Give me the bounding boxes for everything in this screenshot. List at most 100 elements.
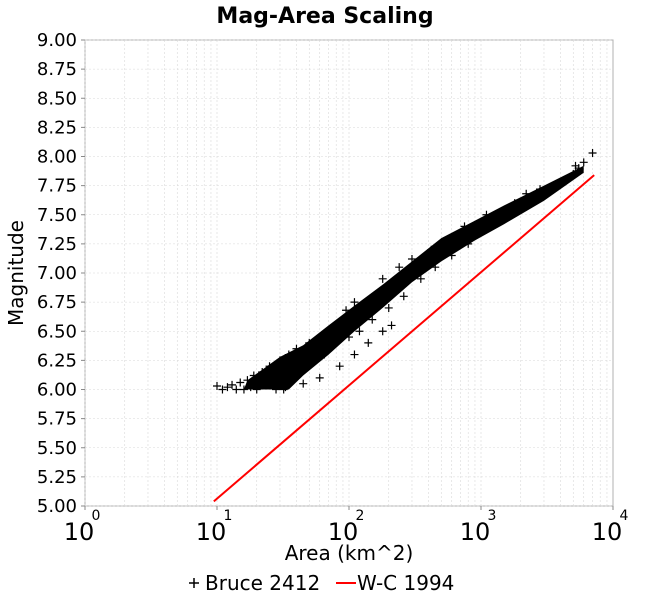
scatter-point — [427, 245, 436, 254]
scatter-point — [289, 368, 298, 377]
scatter-point — [416, 274, 425, 283]
scatter-point — [536, 185, 545, 194]
scatter-point — [548, 181, 557, 190]
y-tick-label: 8.00 — [37, 147, 77, 168]
scatter-point — [477, 228, 485, 237]
scatter-point — [563, 175, 572, 184]
scatter-point — [503, 204, 512, 213]
scatter-point — [571, 161, 580, 170]
scatter-point — [456, 234, 465, 243]
y-axis-label: Magnitude — [4, 220, 28, 326]
scatter-point — [350, 350, 359, 359]
scatter-point — [447, 251, 456, 260]
scatter-point — [223, 383, 232, 392]
scatter-point — [569, 169, 578, 178]
y-tick-label: 8.25 — [37, 117, 77, 138]
scatter-series — [213, 149, 597, 394]
y-tick-label: 6.25 — [37, 350, 77, 371]
scatter-point — [360, 303, 369, 312]
scatter-point — [378, 274, 387, 283]
x-tick-label-base: 10 — [196, 518, 227, 546]
scatter-point — [384, 303, 393, 312]
y-tick-label: 5.75 — [37, 409, 77, 430]
scatter-point — [387, 321, 396, 330]
y-tick-label: 6.00 — [37, 380, 77, 401]
scatter-point — [424, 257, 433, 266]
scatter-point — [510, 199, 519, 208]
legend: Bruce 2412 W-C 1994 — [189, 571, 454, 595]
scatter-point — [281, 383, 290, 392]
x-tick-label-base: 10 — [592, 518, 623, 546]
y-axis-ticks: 5.00 5.25 5.50 5.75 6.00 6.25 6.50 6.75 7.00 7.25… — [37, 30, 85, 517]
y-tick-label: 9.00 — [37, 30, 77, 51]
legend-item-wc: W-C 1994 — [336, 571, 454, 595]
scatter-point — [315, 333, 324, 342]
grid — [84, 39, 613, 507]
scatter-point — [284, 350, 293, 359]
legend-marker-plus-icon — [189, 578, 199, 588]
scatter-point — [263, 379, 272, 388]
scatter-point — [338, 321, 347, 330]
y-tick-label: 7.00 — [37, 263, 77, 284]
scatter-point — [355, 327, 364, 336]
scatter-point — [496, 210, 505, 219]
scatter-point — [213, 382, 221, 391]
scatter-point — [272, 385, 281, 394]
x-axis-label: Area (km^2) — [285, 541, 414, 565]
scatter-point — [310, 356, 319, 365]
scatter-point — [275, 356, 284, 365]
x-tick-label-exponent: 1 — [224, 508, 233, 524]
scatter-point — [431, 263, 440, 272]
scatter-point — [232, 385, 241, 394]
scatter-point — [492, 213, 501, 222]
scatter-point — [522, 189, 531, 198]
scatter-point — [269, 373, 278, 382]
chart-title: Mag-Area Scaling — [216, 4, 433, 29]
y-tick-label: 7.75 — [37, 176, 77, 197]
scatter-point — [556, 178, 565, 187]
scatter-point — [292, 344, 301, 353]
scatter-point — [252, 385, 261, 394]
x-tick-label-exponent: 0 — [92, 508, 101, 524]
scatter-point — [332, 338, 341, 347]
line-series — [213, 174, 595, 503]
scatter-point — [350, 309, 359, 318]
scatter-point — [516, 201, 525, 210]
scatter-point — [464, 239, 473, 248]
scatter-point — [345, 333, 353, 342]
scatter-point — [407, 269, 416, 277]
scatter-point — [579, 158, 588, 167]
scatter-point — [218, 385, 227, 394]
scatter-point — [368, 315, 377, 324]
scatter-point — [320, 350, 329, 359]
y-tick-label: 8.50 — [37, 88, 77, 109]
y-tick-label: 7.25 — [37, 234, 77, 255]
scatter-point — [487, 216, 496, 225]
scatter-point — [364, 338, 373, 347]
scatter-point — [392, 280, 401, 289]
scatter-point — [299, 379, 308, 388]
wc-1994-line — [213, 174, 595, 503]
legend-label-bruce: Bruce 2412 — [205, 571, 320, 595]
legend-label-wc: W-C 1994 — [357, 571, 454, 595]
scatter-point — [470, 222, 479, 231]
y-tick-label: 8.75 — [37, 59, 77, 80]
scatter-point — [447, 234, 456, 243]
y-tick-label: 5.25 — [37, 467, 77, 488]
scatter-point — [239, 385, 248, 394]
scatter-point — [258, 368, 267, 377]
scatter-point — [395, 263, 404, 272]
x-tick-label-exponent: 2 — [356, 508, 365, 524]
scatter-point — [407, 255, 416, 264]
scatter-point — [324, 327, 333, 336]
scatter-point — [335, 362, 344, 371]
scatter-point — [228, 380, 237, 389]
x-tick-label-exponent: 4 — [620, 508, 629, 524]
y-tick-label: 7.50 — [37, 205, 77, 226]
scatter-point — [342, 306, 351, 315]
scatter-point — [437, 245, 446, 254]
scatter-point — [315, 373, 324, 382]
x-tick-label-exponent: 3 — [488, 508, 497, 524]
scatter-point — [236, 378, 245, 387]
